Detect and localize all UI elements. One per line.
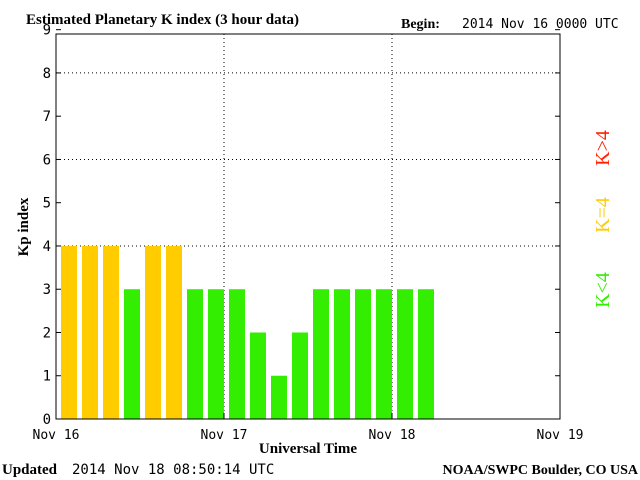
kp-bar xyxy=(250,332,266,419)
y-tick-label: 2 xyxy=(43,325,51,341)
y-tick-label: 7 xyxy=(43,109,51,125)
y-tick-label: 6 xyxy=(43,152,51,168)
begin-label: Begin: xyxy=(401,17,440,32)
kp-bar xyxy=(145,245,161,419)
x-tick-label: Nov 19 xyxy=(537,428,584,443)
kp-bar xyxy=(82,245,98,419)
plot-frame xyxy=(55,33,561,420)
kp-bar xyxy=(376,289,392,419)
credit-text: NOAA/SWPC Boulder, CO USA xyxy=(442,463,638,478)
x-axis-label: Universal Time xyxy=(259,441,358,457)
chart-title: Estimated Planetary K index (3 hour data… xyxy=(26,12,299,28)
x-tick-label: Nov 16 xyxy=(33,428,80,443)
kp-bar xyxy=(124,289,140,419)
grid-lines xyxy=(56,34,560,419)
y-tick-label: 0 xyxy=(43,412,51,428)
updated-value: 2014 Nov 18 08:50:14 UTC xyxy=(72,462,274,478)
x-tick-label: Nov 17 xyxy=(201,428,248,443)
kp-bar xyxy=(418,289,434,419)
y-tick-label: 9 xyxy=(43,23,51,39)
y-tick-label: 3 xyxy=(43,282,51,298)
y-tick-label: 8 xyxy=(43,66,51,82)
x-tick-label: Nov 18 xyxy=(369,428,416,443)
x-ticks: Nov 16 Nov 17 Nov 18 Nov 19 xyxy=(33,413,584,443)
kp-bar xyxy=(313,289,329,419)
legend-item-high: K>4 xyxy=(592,130,614,166)
kp-bar xyxy=(103,245,119,419)
kp-bar xyxy=(397,289,413,419)
y-tick-label: 4 xyxy=(43,239,51,255)
kp-bar xyxy=(292,332,308,419)
y-tick-label: 1 xyxy=(43,369,51,385)
updated-label: Updated xyxy=(2,462,58,478)
kp-bar xyxy=(187,289,203,419)
y-axis-label: Kp index xyxy=(16,197,32,256)
kp-bar xyxy=(229,289,245,419)
kp-bar xyxy=(61,245,77,419)
legend-item-equal: K=4 xyxy=(592,197,614,233)
y-tick-label: 5 xyxy=(43,196,51,212)
y-ticks: 0 1 2 3 4 5 6 7 8 9 xyxy=(43,23,560,428)
kp-bar xyxy=(166,245,182,419)
kp-bar xyxy=(271,375,287,419)
begin-value: 2014 Nov 16 0000 UTC xyxy=(462,17,619,32)
legend: K<4 K=4 K>4 xyxy=(592,130,614,308)
kp-bar xyxy=(355,289,371,419)
kp-bar xyxy=(208,289,224,419)
bars xyxy=(61,245,434,419)
kp-bar xyxy=(334,289,350,419)
legend-item-low: K<4 xyxy=(592,272,614,308)
